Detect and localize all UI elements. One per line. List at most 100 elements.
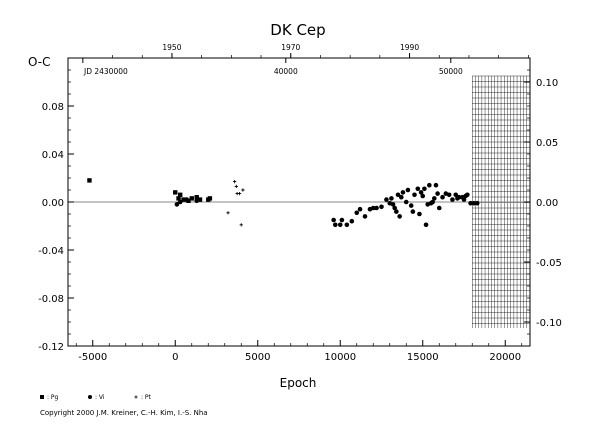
legend-symbol-plus [134, 395, 138, 399]
point-pg [178, 192, 183, 197]
point-vi [427, 182, 432, 188]
y-axis-label: O-C [28, 55, 51, 69]
legend-symbol-circle [88, 395, 92, 399]
y-left-tick-label: 0.00 [42, 198, 64, 209]
point-vi [435, 191, 440, 196]
point-vi [354, 210, 360, 216]
point-vi [468, 200, 473, 206]
point-vi [440, 194, 445, 200]
point-pt [239, 223, 243, 227]
point-vi [374, 205, 379, 211]
point-vi [433, 182, 439, 188]
x-tick-label: 10000 [324, 352, 356, 363]
point-vi [465, 192, 470, 198]
point-vi [400, 190, 406, 195]
x-tick-label: 20000 [489, 352, 521, 363]
point-vi [370, 205, 376, 211]
point-vi [430, 199, 435, 205]
data-points [87, 178, 480, 228]
point-vi [453, 192, 459, 198]
point-vi [344, 222, 350, 228]
point-vi [397, 214, 402, 219]
point-pg [181, 197, 186, 202]
legend: : Pg : Vi : Pt [40, 394, 152, 401]
top-axis-ticks: 1950 1970 1990 JD 2430000 40000 50000 [82, 43, 529, 76]
point-vi [331, 217, 336, 223]
point-vi [389, 196, 394, 201]
y-axis-right-ticks: 0.10 0.05 0.00 -0.05 -0.10 [524, 69, 562, 335]
top-year-tick-label: 1970 [281, 43, 300, 52]
top-jd-tick-label: JD 2430000 [83, 67, 128, 76]
point-vi [436, 205, 442, 211]
y-right-tick-label: 0.05 [536, 138, 558, 149]
point-vi [474, 200, 480, 206]
y-right-tick-label: 0.00 [536, 198, 558, 209]
point-vi [423, 222, 429, 228]
point-pt [238, 192, 242, 196]
legend-label: : Pt [141, 394, 152, 401]
point-vi [194, 198, 199, 204]
point-vi [184, 197, 190, 202]
legend-label: : Pg [47, 394, 59, 401]
point-pg [189, 196, 194, 201]
point-vi [399, 194, 404, 200]
point-vi [450, 197, 455, 202]
point-vi [384, 197, 389, 202]
point-vi [446, 192, 452, 198]
copyright-text: Copyright 2000 J.M. Kreiner, C.-H. Kim, … [40, 409, 208, 417]
point-vi [456, 194, 462, 200]
point-pg [173, 190, 178, 195]
y-right-tick-label: 0.10 [536, 78, 558, 89]
point-vi [337, 222, 343, 228]
y-right-tick-label: -0.05 [536, 258, 562, 269]
y-right-tick-label: -0.10 [536, 318, 562, 329]
point-vi [410, 209, 416, 214]
top-year-tick-label: 1950 [162, 43, 181, 52]
point-pg [207, 196, 213, 201]
top-year-tick-label: 1990 [400, 43, 419, 52]
top-jd-tick-label: 50000 [439, 67, 463, 76]
x-axis-label: Epoch [280, 376, 317, 390]
legend-label: : Vi [95, 394, 105, 401]
point-vi [471, 200, 477, 206]
point-vi [357, 206, 363, 212]
y-left-tick-label: -0.04 [38, 246, 64, 257]
point-vi [461, 197, 467, 202]
point-pg [194, 195, 199, 200]
legend-symbol-square [40, 395, 44, 399]
point-vi [362, 214, 368, 219]
point-vi [379, 204, 384, 210]
x-tick-label: 15000 [407, 352, 439, 363]
point-pt [234, 184, 238, 188]
chart-title: DK Cep [270, 21, 325, 39]
point-vi [418, 190, 424, 195]
point-vi [422, 186, 427, 192]
x-tick-label: 5000 [245, 352, 270, 363]
point-vi [390, 202, 396, 207]
y-left-tick-label: -0.08 [38, 294, 64, 305]
x-axis-ticks: -5000 0 5000 10000 15000 20000 [75, 340, 523, 363]
y-left-tick-label: 0.04 [42, 150, 64, 161]
point-vi [408, 203, 414, 208]
point-vi [333, 222, 338, 228]
y-left-tick-label: -0.12 [38, 342, 64, 353]
point-pg [87, 178, 92, 183]
point-pt [241, 188, 245, 192]
point-vi [403, 199, 409, 205]
point-pg [176, 196, 181, 201]
point-vi [412, 192, 417, 198]
point-pt [233, 180, 237, 184]
point-vi [395, 192, 401, 198]
x-tick-label: -5000 [78, 352, 107, 363]
point-vi [177, 199, 183, 205]
point-vi [174, 202, 180, 207]
y-axis-left-ticks: 0.08 0.04 0.00 -0.04 -0.08 -0.12 [38, 57, 74, 353]
point-vi [392, 205, 398, 211]
point-vi [394, 209, 399, 214]
y-left-tick-label: 0.08 [42, 102, 64, 113]
point-vi [349, 218, 355, 224]
point-vi [405, 187, 411, 193]
point-pg [197, 197, 203, 202]
x-tick-label: 0 [172, 352, 178, 363]
